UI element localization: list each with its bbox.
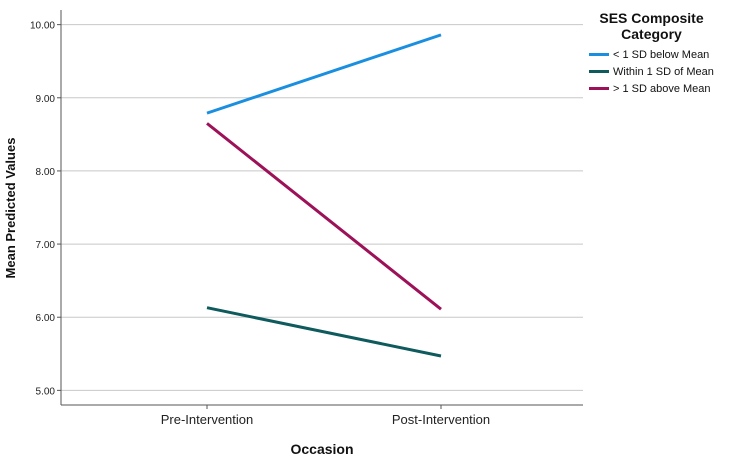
x-axis-title: Occasion — [290, 441, 353, 457]
y-tick-label: 10.00 — [30, 21, 55, 32]
legend-swatch — [589, 53, 609, 56]
legend-label: Within 1 SD of Mean — [613, 65, 714, 78]
series-line-3 — [206, 122, 442, 311]
legend-title: SES Composite Category — [599, 10, 704, 42]
y-tick-label: 9.00 — [36, 94, 56, 105]
x-tick-label: Pre-Intervention — [161, 412, 254, 427]
y-ticks: 5.00 6.00 7.00 8.00 9.00 10.00 — [30, 21, 61, 397]
legend-label: < 1 SD below Mean — [613, 48, 710, 61]
x-ticks: Pre-Intervention Post-Intervention — [161, 405, 490, 427]
y-tick-label: 5.00 — [36, 386, 56, 397]
legend-label: > 1 SD above Mean — [613, 82, 711, 95]
series-lines — [206, 33, 442, 358]
y-tick-label: 6.00 — [36, 313, 56, 324]
series-line-1 — [206, 33, 442, 115]
y-tick-label: 8.00 — [36, 167, 56, 178]
legend-swatch — [589, 87, 609, 90]
x-tick-label: Post-Intervention — [392, 412, 490, 427]
gridlines — [61, 24, 583, 391]
legend: SES Composite Category < 1 SD below Mean… — [583, 10, 728, 97]
legend-item: < 1 SD below Mean — [589, 46, 728, 63]
y-tick-label: 7.00 — [36, 240, 56, 251]
series-line-2 — [206, 306, 442, 358]
legend-item: Within 1 SD of Mean — [589, 63, 728, 80]
y-axis-title: Mean Predicted Values — [3, 138, 18, 279]
legend-item: > 1 SD above Mean — [589, 80, 728, 97]
legend-items: < 1 SD below Mean Within 1 SD of Mean > 1 … — [583, 46, 728, 97]
legend-swatch — [589, 70, 609, 73]
